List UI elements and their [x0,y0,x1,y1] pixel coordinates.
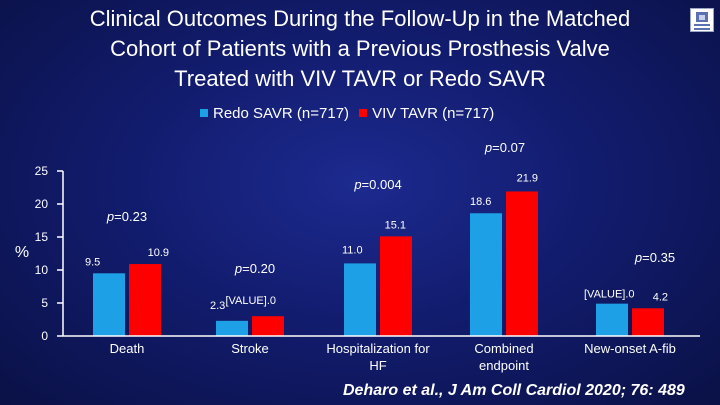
hospital-logo-icon [690,8,714,32]
p-value-label: p=0.07 [484,140,525,155]
bar-redo-2 [344,263,376,336]
bar-viv-0 [129,264,161,336]
legend-label-redo: Redo SAVR (n=717) [213,104,350,122]
title-line-2: Cohort of Patients with a Previous Prost… [110,36,610,61]
y-tick-label: 15 [35,230,49,244]
x-category-label: endpoint [479,358,529,373]
data-label: 21.9 [517,172,538,184]
bar-viv-3 [506,191,538,336]
legend-item-viv: VIV TAVR (n=717) [359,105,494,122]
x-category-label: Death [110,341,145,356]
bar-redo-1 [216,320,248,336]
bar-viv-2 [380,236,412,336]
y-tick-label: 25 [35,164,49,178]
data-label: 4.2 [653,291,668,303]
data-label: [VALUE].0 [225,295,276,307]
y-axis-label: % [15,244,29,261]
y-tick-label: 0 [41,329,48,343]
bar-redo-3 [470,213,502,336]
bar-viv-4 [632,308,664,336]
bar-redo-4 [596,303,628,336]
p-value-label: p=0.20 [234,261,275,276]
y-tick-label: 20 [35,197,49,211]
y-tick-label: 10 [35,263,49,277]
data-label: 11.0 [342,244,363,256]
data-label: [VALUE].0 [584,289,635,301]
data-label: 15.1 [385,219,406,231]
data-label: 18.6 [470,196,491,208]
bar-redo-0 [93,273,125,336]
legend: Redo SAVR (n=717) VIV TAVR (n=717) [200,103,504,123]
x-category-label: Combined [474,341,533,356]
data-label: 9.5 [85,256,100,268]
legend-item-redo: Redo SAVR (n=717) [200,105,349,122]
x-category-label: Hospitalization for [326,341,430,356]
p-value-label: p=0.35 [634,250,675,265]
title-line-3: Treated with VIV TAVR or Redo SAVR [174,66,546,91]
x-category-label: New-onset A-fib [584,341,676,356]
data-label: 2.3 [210,300,225,312]
data-label: 10.9 [148,247,169,259]
p-value-label: p=0.23 [106,209,147,224]
legend-swatch-viv [359,109,368,117]
bar-viv-1 [252,316,284,336]
chart-title: Clinical Outcomes During the Follow-Up i… [0,4,720,94]
x-category-label: HF [369,358,386,373]
x-category-label: Stroke [231,341,269,356]
legend-swatch-redo [200,109,208,117]
legend-label-viv: VIV TAVR (n=717) [372,104,495,122]
y-tick-label: 5 [41,296,48,310]
title-line-1: Clinical Outcomes During the Follow-Up i… [89,6,631,31]
citation: Deharo et al., J Am Coll Cardiol 2020; 7… [343,382,685,399]
p-value-label: p=0.004 [353,177,401,192]
